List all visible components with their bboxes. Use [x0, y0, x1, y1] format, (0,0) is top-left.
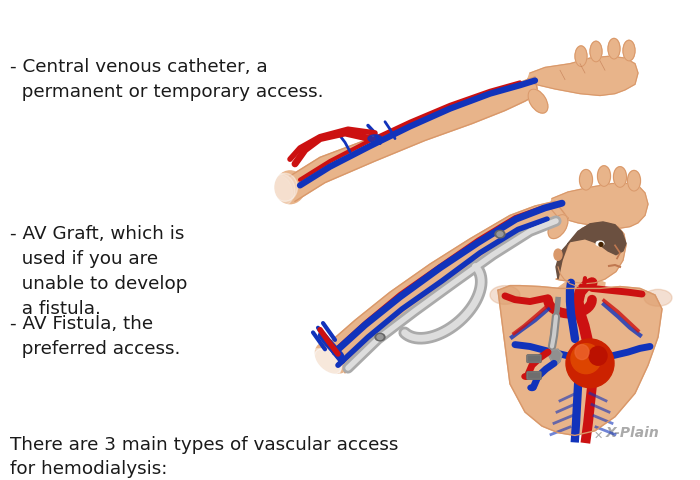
Ellipse shape	[575, 46, 587, 67]
Ellipse shape	[265, 174, 295, 206]
Ellipse shape	[300, 348, 340, 385]
Ellipse shape	[548, 215, 568, 239]
Polygon shape	[498, 286, 662, 435]
Ellipse shape	[522, 373, 530, 379]
Ellipse shape	[644, 289, 672, 306]
Ellipse shape	[375, 334, 385, 341]
Ellipse shape	[623, 40, 635, 61]
Polygon shape	[546, 349, 562, 365]
Polygon shape	[550, 183, 648, 228]
Ellipse shape	[554, 249, 562, 260]
Ellipse shape	[258, 174, 293, 212]
Polygon shape	[528, 56, 638, 96]
Polygon shape	[556, 223, 626, 284]
Polygon shape	[290, 77, 538, 201]
Polygon shape	[325, 201, 568, 372]
Ellipse shape	[314, 348, 342, 374]
Polygon shape	[556, 222, 626, 279]
FancyBboxPatch shape	[527, 372, 541, 379]
Ellipse shape	[528, 89, 548, 113]
Polygon shape	[555, 278, 605, 299]
Ellipse shape	[272, 173, 298, 201]
Text: - AV Graft, which is
  used if you are
  unable to develop
  a fistula.: - AV Graft, which is used if you are una…	[10, 225, 188, 318]
Ellipse shape	[368, 135, 382, 143]
FancyBboxPatch shape	[527, 355, 541, 362]
Ellipse shape	[598, 166, 610, 186]
Ellipse shape	[497, 232, 503, 237]
Text: ✕: ✕	[594, 430, 603, 440]
Ellipse shape	[613, 167, 626, 187]
Ellipse shape	[599, 242, 603, 246]
Ellipse shape	[596, 241, 604, 246]
Ellipse shape	[608, 38, 620, 59]
Ellipse shape	[575, 345, 589, 360]
Ellipse shape	[315, 342, 349, 373]
Ellipse shape	[307, 348, 341, 380]
Ellipse shape	[627, 170, 640, 191]
Ellipse shape	[495, 230, 505, 238]
FancyBboxPatch shape	[527, 355, 541, 362]
Text: There are 3 main types of vascular access
for hemodialysis:: There are 3 main types of vascular acces…	[10, 436, 399, 478]
Text: X-Plain: X-Plain	[606, 426, 659, 440]
Ellipse shape	[275, 171, 305, 204]
Text: - Central venous catheter, a
  permanent or temporary access.: - Central venous catheter, a permanent o…	[10, 59, 324, 101]
FancyBboxPatch shape	[527, 372, 541, 379]
Ellipse shape	[590, 304, 650, 342]
Ellipse shape	[490, 286, 520, 304]
Polygon shape	[546, 349, 562, 365]
Ellipse shape	[510, 304, 570, 342]
Ellipse shape	[589, 347, 607, 365]
Ellipse shape	[377, 335, 383, 339]
Ellipse shape	[571, 344, 601, 373]
Ellipse shape	[580, 169, 592, 190]
Ellipse shape	[528, 385, 536, 391]
Ellipse shape	[590, 41, 602, 62]
Text: - AV Fistula, the
  preferred access.: - AV Fistula, the preferred access.	[10, 315, 181, 358]
Ellipse shape	[566, 339, 614, 388]
